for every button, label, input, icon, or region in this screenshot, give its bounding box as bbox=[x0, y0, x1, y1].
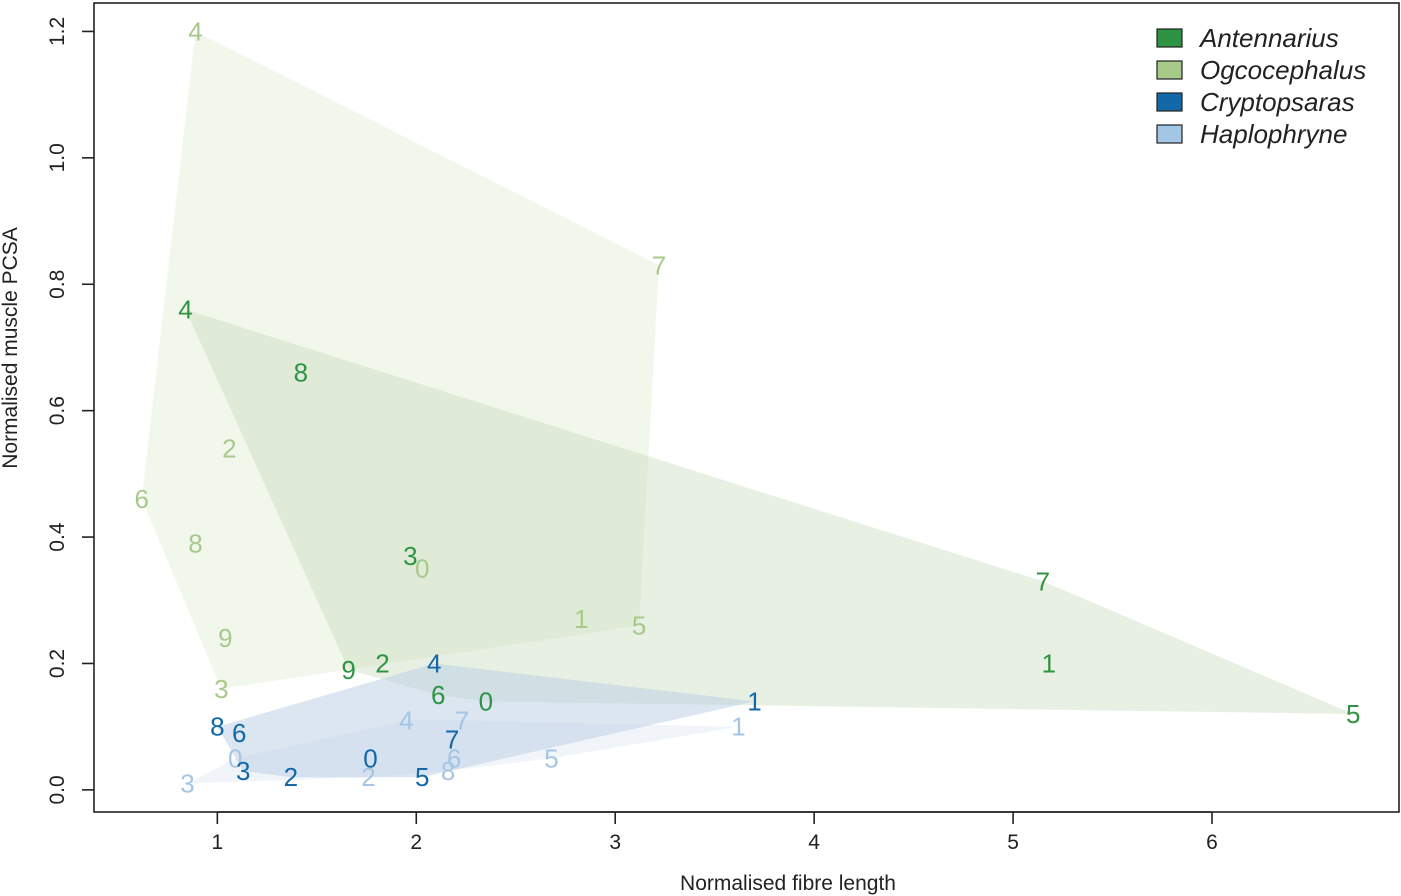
point-cryptopsaras-7: 7 bbox=[445, 724, 459, 754]
x-tick-label: 1 bbox=[211, 831, 223, 854]
point-cryptopsaras-0: 0 bbox=[363, 743, 377, 773]
y-tick-label: 0.8 bbox=[46, 270, 69, 299]
point-ogcocephalus-2: 2 bbox=[222, 434, 236, 464]
point-haplophryne-2: 2 bbox=[361, 762, 375, 792]
point-ogcocephalus-8: 8 bbox=[188, 528, 202, 558]
legend-label-cryptopsaras: Cryptopsaras bbox=[1200, 87, 1355, 117]
point-ogcocephalus-6: 6 bbox=[134, 484, 148, 514]
y-tick-label: 0.4 bbox=[46, 522, 69, 552]
point-antennarius-6: 6 bbox=[431, 680, 445, 710]
point-antennarius-0: 0 bbox=[479, 686, 493, 716]
point-cryptopsaras-6: 6 bbox=[232, 718, 246, 748]
legend: AntennariusOgcocephalusCryptopsarasHaplo… bbox=[1156, 23, 1366, 149]
point-ogcocephalus-3: 3 bbox=[214, 674, 228, 704]
y-tick-label: 0.2 bbox=[46, 649, 69, 678]
x-tick-label: 4 bbox=[808, 831, 820, 854]
x-tick-label: 3 bbox=[609, 831, 621, 854]
legend-label-haplophryne: Haplophryne bbox=[1200, 119, 1347, 149]
y-tick-label: 1.2 bbox=[46, 17, 69, 46]
convex-hulls bbox=[141, 31, 1354, 784]
legend-swatch-antennarius bbox=[1156, 28, 1183, 48]
point-ogcocephalus-5: 5 bbox=[632, 611, 646, 641]
point-ogcocephalus-4: 4 bbox=[188, 16, 202, 46]
point-antennarius-2: 2 bbox=[375, 649, 389, 679]
point-antennarius-8: 8 bbox=[294, 358, 308, 388]
hull-cryptopsaras bbox=[217, 663, 755, 778]
y-tick-label: 0.6 bbox=[46, 396, 69, 425]
legend-label-antennarius: Antennarius bbox=[1198, 23, 1339, 53]
point-cryptopsaras-8: 8 bbox=[210, 712, 224, 742]
point-haplophryne-1: 1 bbox=[731, 712, 745, 742]
point-ogcocephalus-1: 1 bbox=[574, 604, 588, 634]
point-antennarius-7: 7 bbox=[1036, 566, 1050, 596]
point-antennarius-3: 3 bbox=[403, 541, 417, 571]
point-cryptopsaras-3: 3 bbox=[236, 756, 250, 786]
y-tick-label: 1.0 bbox=[46, 143, 69, 172]
point-ogcocephalus-0: 0 bbox=[415, 554, 429, 584]
point-cryptopsaras-2: 2 bbox=[284, 762, 298, 792]
y-axis: 0.0 0.2 0.4 0.6 0.8 1.0 1.2 bbox=[46, 17, 94, 805]
point-haplophryne-7: 7 bbox=[455, 705, 469, 735]
point-antennarius-9: 9 bbox=[341, 655, 355, 685]
point-antennarius-1: 1 bbox=[1042, 649, 1056, 679]
point-antennarius-4: 4 bbox=[178, 295, 192, 325]
point-haplophryne-0: 0 bbox=[228, 743, 242, 773]
y-axis-title: Normalised muscle PCSA bbox=[0, 227, 22, 469]
point-cryptopsaras-5: 5 bbox=[415, 762, 429, 792]
legend-swatch-haplophryne bbox=[1156, 124, 1183, 144]
y-tick-label: 0.0 bbox=[46, 775, 69, 804]
point-haplophryne-6: 6 bbox=[447, 743, 461, 773]
legend-swatch-ogcocephalus bbox=[1156, 60, 1183, 80]
point-ogcocephalus-9: 9 bbox=[218, 623, 232, 653]
x-axis-title: Normalised fibre length bbox=[680, 872, 896, 895]
point-haplophryne-3: 3 bbox=[180, 769, 194, 799]
x-axis: 1 2 3 4 5 6 bbox=[211, 811, 1218, 854]
point-ogcocephalus-7: 7 bbox=[652, 250, 666, 280]
legend-label-ogcocephalus: Ogcocephalus bbox=[1200, 55, 1366, 85]
point-cryptopsaras-1: 1 bbox=[747, 686, 761, 716]
legend-swatch-cryptopsaras bbox=[1156, 92, 1183, 112]
point-cryptopsaras-4: 4 bbox=[427, 649, 441, 679]
point-haplophryne-5: 5 bbox=[544, 743, 558, 773]
point-antennarius-5: 5 bbox=[1346, 699, 1360, 729]
x-tick-label: 6 bbox=[1206, 831, 1218, 854]
point-haplophryne-8: 8 bbox=[441, 756, 455, 786]
x-tick-label: 5 bbox=[1007, 831, 1019, 854]
hull-ogcocephalus bbox=[141, 31, 659, 689]
point-haplophryne-4: 4 bbox=[399, 705, 413, 735]
x-tick-label: 2 bbox=[410, 831, 422, 854]
hull-antennarius bbox=[185, 309, 1354, 714]
